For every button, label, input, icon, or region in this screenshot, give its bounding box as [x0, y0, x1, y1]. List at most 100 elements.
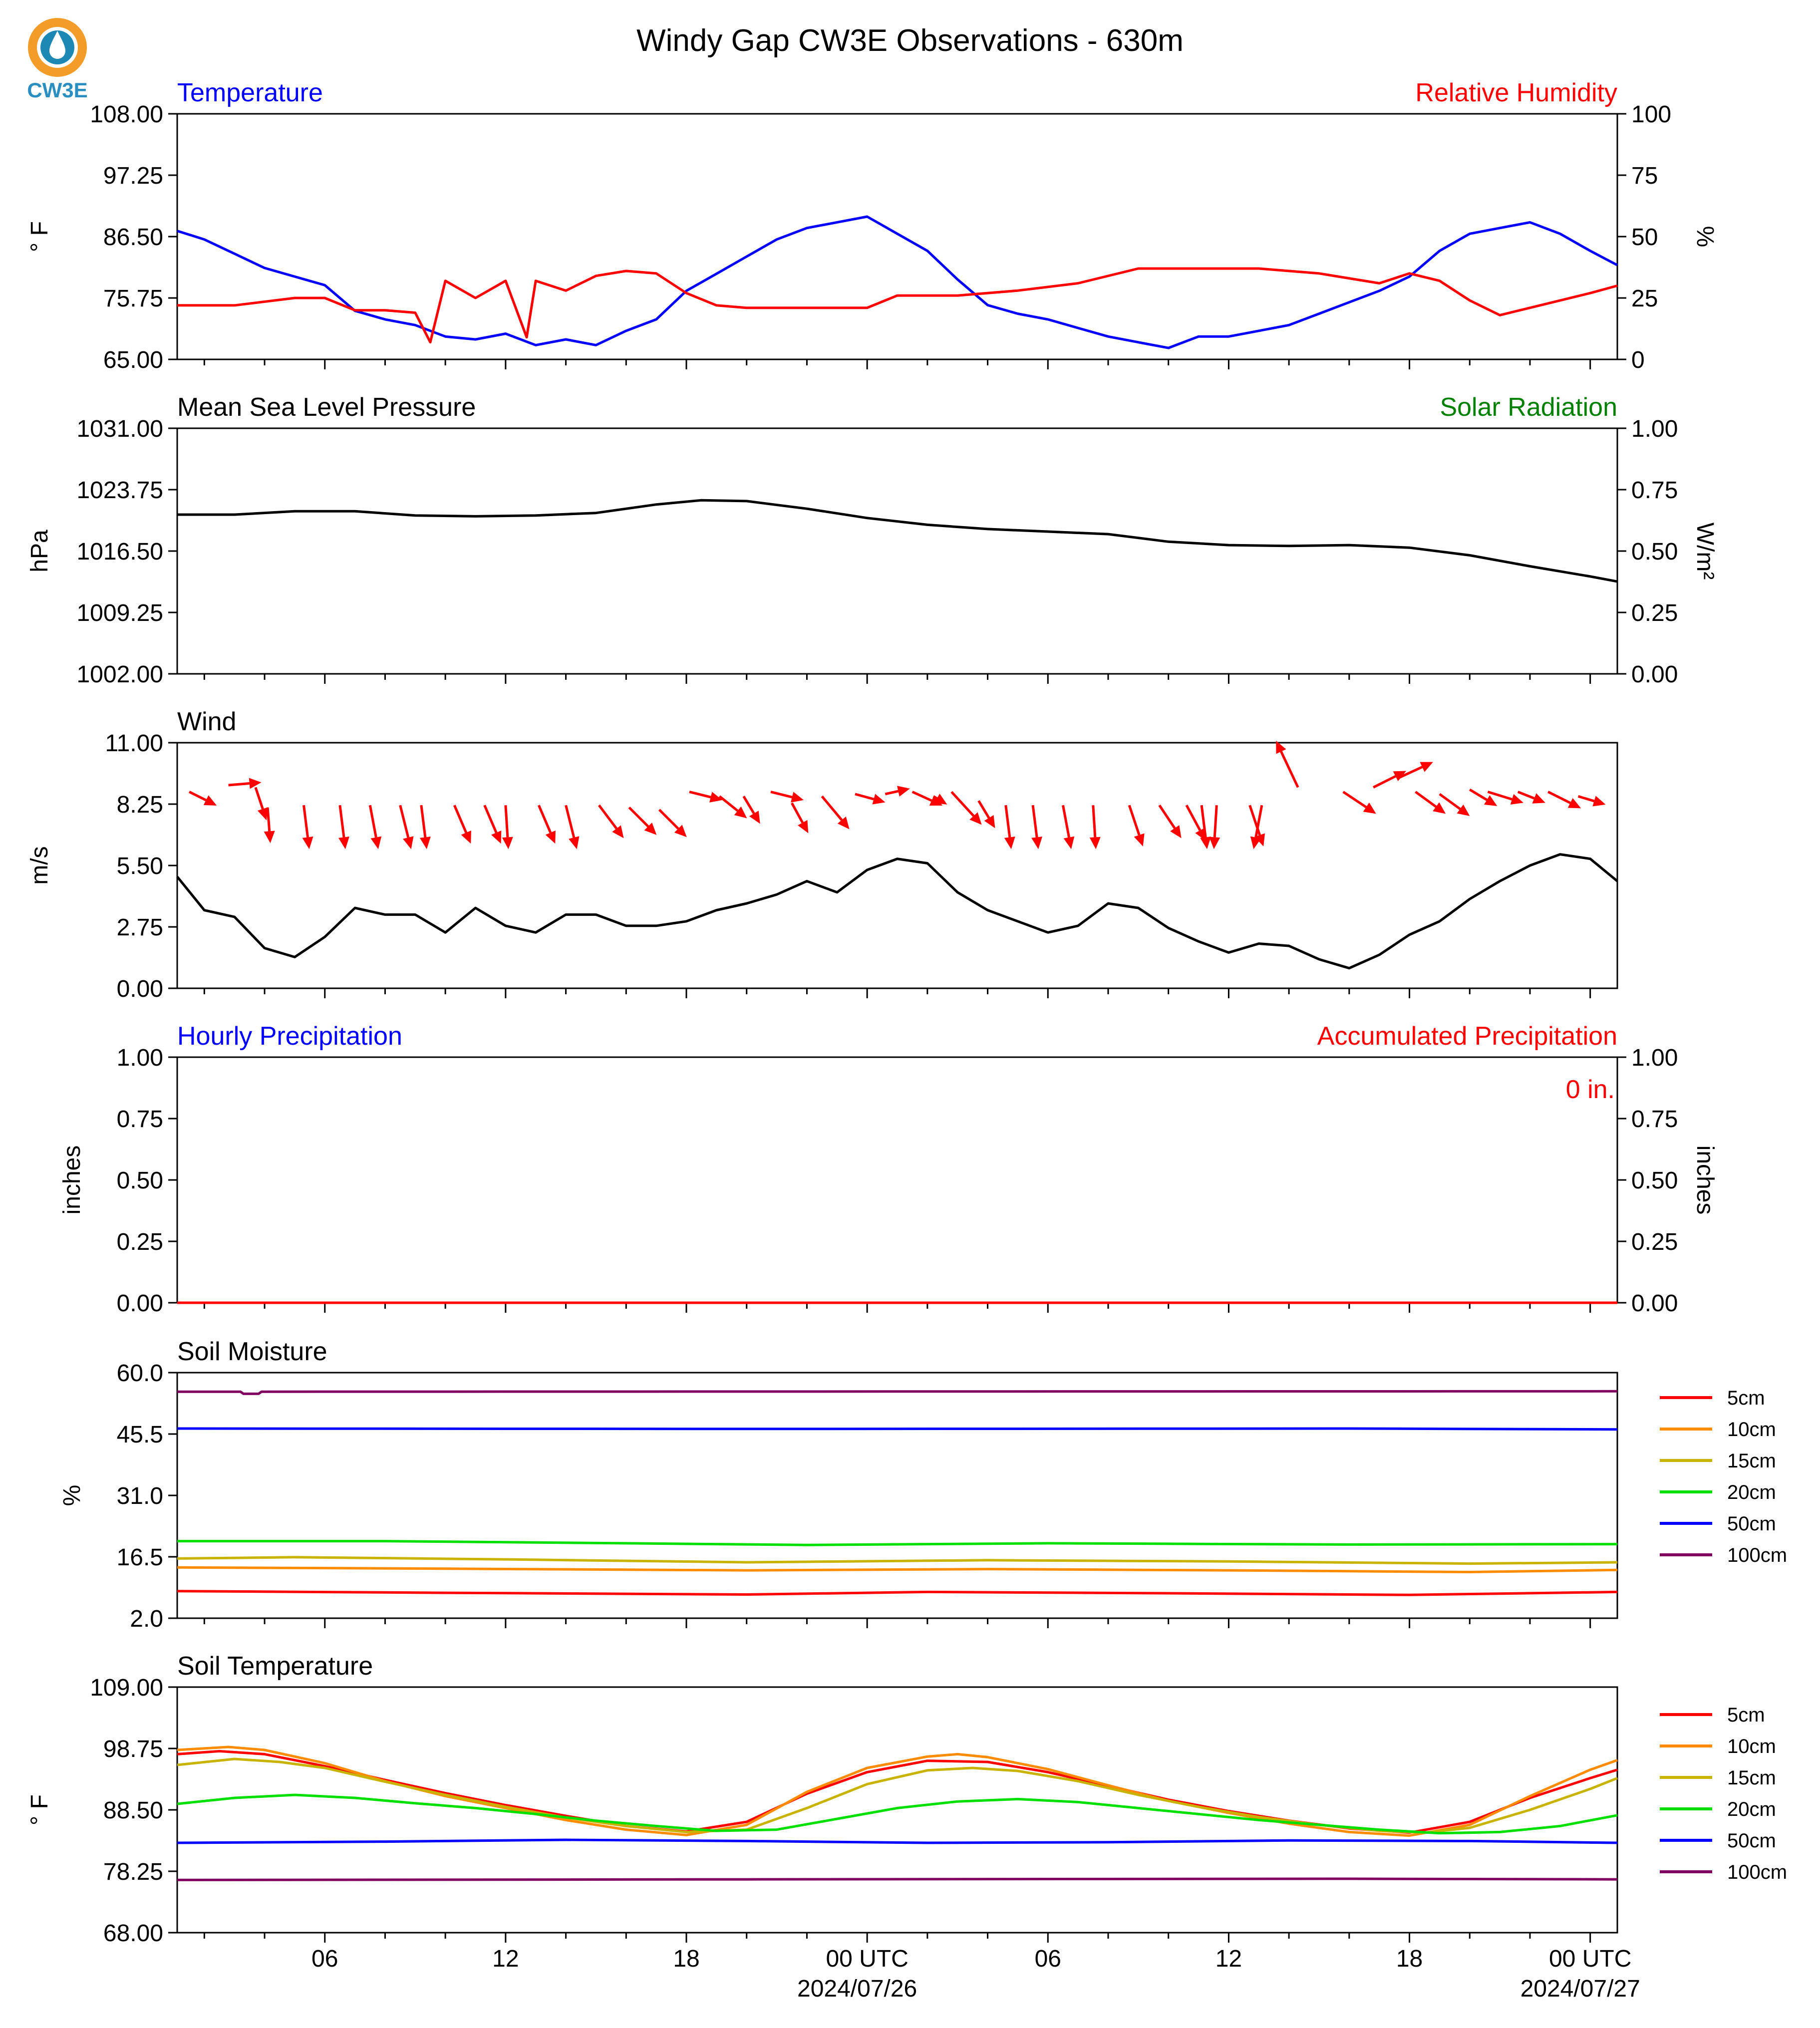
- wind-arrow-shaft: [628, 806, 649, 828]
- panel-right-title: Accumulated Precipitation: [1317, 1022, 1617, 1051]
- wind-arrow-head: [370, 836, 382, 850]
- series-line-mean-sea-level-pressure: [177, 499, 1618, 583]
- panel-temp-rh: 65.00 75.75 86.50 97.25 108.00 0 25 50 75 100 Temp…: [26, 78, 1718, 373]
- legend-label: 15cm: [1727, 1767, 1776, 1789]
- date-label: 2024/07/26: [797, 1976, 917, 2002]
- wind-arrow-shaft: [1517, 791, 1535, 800]
- wind-arrow-shaft: [1280, 751, 1299, 788]
- wind-arrow-head: [897, 786, 910, 797]
- y2-tick-label: 0: [1631, 347, 1645, 373]
- wind-arrow-shaft: [1213, 805, 1218, 838]
- series-line-10cm: [177, 1566, 1618, 1573]
- legend-label: 100cm: [1727, 1861, 1787, 1883]
- wind-arrow-head: [1567, 798, 1581, 809]
- wind-arrow-head: [1510, 794, 1523, 805]
- legend-label: 100cm: [1727, 1544, 1787, 1566]
- wind-arrow-head: [461, 830, 471, 844]
- wind-arrow-head: [934, 794, 947, 805]
- wind-arrow: [689, 790, 723, 803]
- wind-arrow-shaft: [1200, 805, 1207, 838]
- legend-soil-moisture: 5cm 10cm 15cm 20cm 50cm 100cm: [1660, 1387, 1787, 1566]
- wind-arrow-head: [502, 837, 513, 850]
- wind-arrow: [1577, 795, 1606, 807]
- series-group-soil-moisture: [177, 1390, 1618, 1596]
- x-tick-label: 00 UTC: [826, 1946, 908, 1972]
- panel-left-title: Soil Moisture: [177, 1337, 327, 1366]
- wind-arrow-shaft: [1004, 805, 1011, 838]
- wind-arrow-head: [1200, 837, 1212, 850]
- legend-label: 5cm: [1727, 1387, 1765, 1409]
- figure-title: Windy Gap CW3E Observations - 630m: [636, 23, 1184, 58]
- wind-arrow-shaft: [1439, 793, 1461, 810]
- wind-arrow-head: [798, 820, 809, 834]
- wind-arrow: [189, 791, 217, 806]
- wind-arrow-shaft: [1158, 804, 1176, 829]
- wind-arrow: [1004, 805, 1015, 850]
- legend-label: 10cm: [1727, 1419, 1776, 1441]
- y-axis-unit: ° F: [26, 221, 53, 252]
- legend-label: 50cm: [1727, 1513, 1776, 1535]
- y-tick-label: 1009.25: [76, 600, 163, 626]
- wind-arrow: [537, 805, 556, 844]
- wind-arrow: [932, 794, 947, 805]
- y2-tick-label: 0.50: [1631, 539, 1678, 565]
- panels: 65.00 75.75 86.50 97.25 108.00 0 25 50 75 100 Temp…: [26, 78, 1718, 1947]
- y-tick-label: 8.25: [117, 792, 163, 818]
- logo-ring: [28, 18, 87, 77]
- x-tick-label: 18: [673, 1946, 699, 1972]
- y-tick-label: 108.00: [90, 101, 163, 128]
- wind-arrow-shaft: [885, 790, 899, 796]
- wind-arrow-shaft: [228, 782, 250, 787]
- y-tick-label: 0.00: [117, 976, 163, 1002]
- cw3e-logo: CW3E: [27, 18, 88, 102]
- wind-arrow-shaft: [718, 795, 739, 812]
- wind-arrow-shaft: [1397, 766, 1423, 780]
- legend-label: 50cm: [1727, 1830, 1776, 1852]
- y-tick-label: 0.50: [117, 1167, 163, 1194]
- wind-arrow-shaft: [855, 793, 875, 801]
- wind-arrow-head: [1420, 762, 1433, 772]
- legend-label: 10cm: [1727, 1736, 1776, 1757]
- wind-arrow: [1209, 805, 1220, 850]
- wind-arrow: [1487, 791, 1523, 805]
- y2-tick-label: 1.00: [1631, 416, 1678, 442]
- wind-arrow-shaft: [742, 796, 755, 815]
- logo-text: CW3E: [27, 78, 87, 102]
- wind-arrow: [338, 805, 349, 850]
- panel-left-title: Soil Temperature: [177, 1652, 373, 1681]
- x-tick-label: 06: [311, 1946, 338, 1972]
- wind-arrow-head: [749, 811, 760, 824]
- wind-arrow-shaft: [1469, 788, 1488, 801]
- wind-arrow-shaft: [791, 802, 804, 824]
- wind-arrow-shaft: [254, 787, 264, 810]
- wind-arrow-head: [612, 825, 624, 839]
- wind-arrow-head: [545, 830, 556, 844]
- wind-arrow-shaft: [1031, 805, 1038, 838]
- wind-arrow: [565, 805, 580, 850]
- wind-arrow-head: [872, 794, 886, 805]
- y2-tick-label: 25: [1631, 286, 1658, 312]
- wind-arrow-shaft: [368, 805, 377, 838]
- y2-tick-label: 75: [1631, 163, 1658, 189]
- legend-label: 20cm: [1727, 1481, 1776, 1503]
- series-line-relative-humidity: [177, 267, 1618, 344]
- wind-arrow-shaft: [504, 805, 509, 838]
- wind-arrow: [628, 806, 657, 835]
- wind-arrow-head: [1209, 837, 1220, 850]
- accumulated-total-label: 0 in.: [1566, 1075, 1615, 1104]
- wind-arrow-head: [1276, 740, 1286, 754]
- y-tick-label: 16.5: [117, 1544, 163, 1571]
- wind-arrow-head: [791, 792, 804, 803]
- wind-arrow: [254, 787, 268, 821]
- wind-arrow-shaft: [565, 805, 576, 838]
- wind-arrow: [1469, 788, 1498, 806]
- y-tick-label: 0.75: [117, 1106, 163, 1133]
- wind-arrow-shaft: [266, 807, 271, 832]
- wind-arrow: [483, 805, 502, 844]
- wind-arrow-head: [969, 812, 982, 825]
- y2-axis-unit: inches: [1692, 1146, 1718, 1215]
- series-group-pressure: [177, 499, 1618, 583]
- wind-arrow-shaft: [1128, 805, 1141, 836]
- y-tick-label: 31.0: [117, 1483, 163, 1509]
